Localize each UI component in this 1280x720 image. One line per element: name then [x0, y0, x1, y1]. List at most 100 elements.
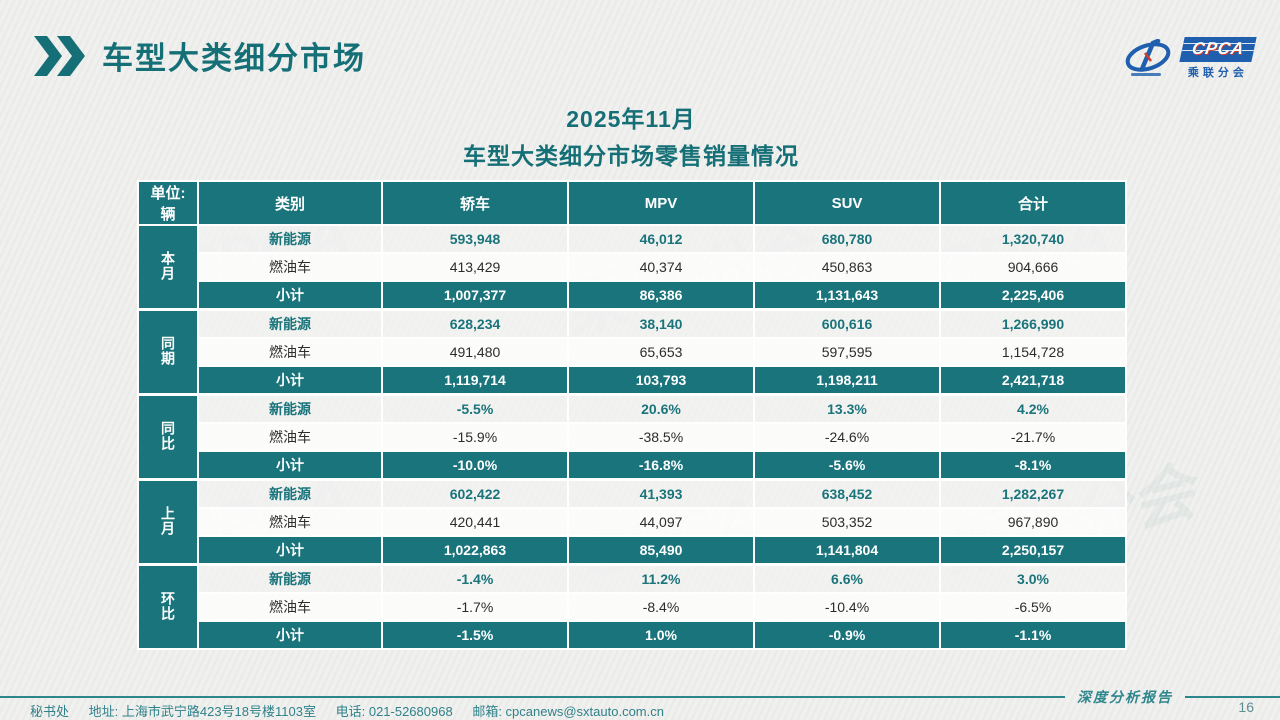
cell-value: 680,780: [753, 224, 941, 254]
row-category-label: 小计: [197, 620, 383, 650]
cell-value: 44,097: [567, 507, 755, 537]
col-header-total: 合计: [939, 180, 1127, 226]
double-chevron-icon: [34, 35, 88, 76]
cell-value: 4.2%: [939, 393, 1127, 424]
cell-value: 86,386: [567, 280, 755, 311]
row-group-label: 上月: [137, 478, 199, 566]
cell-value: -8.4%: [567, 592, 755, 622]
table-row: 同比 新能源 -5.5% 20.6% 13.3% 4.2%: [137, 393, 1127, 481]
cell-value: 1,141,804: [753, 535, 941, 566]
table-row: 环比 新能源 -1.4% 11.2% 6.6% 3.0%: [137, 563, 1127, 650]
cell-value: 593,948: [381, 224, 569, 254]
page-number: 16: [1238, 699, 1254, 715]
cell-value: 413,429: [381, 252, 569, 282]
table-row: 小计 -10.0% -16.8% -5.6% -8.1%: [138, 450, 1127, 481]
cell-value: 20.6%: [567, 393, 755, 424]
cell-value: -21.7%: [939, 422, 1127, 452]
row-category-label: 燃油车: [197, 337, 383, 367]
cell-value: 1.0%: [567, 620, 755, 650]
row-category-label: 新能源: [197, 308, 383, 339]
cell-value: 600,616: [753, 308, 941, 339]
slide-header: 车型大类细分市场: [34, 33, 366, 78]
row-category-label: 新能源: [197, 224, 383, 254]
table-title: 2025年11月 车型大类细分市场零售销量情况: [137, 100, 1125, 171]
col-header-category: 类别: [197, 180, 383, 226]
footer-line-left: [0, 696, 1065, 698]
cell-value: 1,266,990: [939, 308, 1127, 339]
cell-value: 46,012: [567, 224, 755, 254]
table-row: 小计 -1.5% 1.0% -0.9% -1.1%: [138, 620, 1127, 650]
cell-value: 420,441: [381, 507, 569, 537]
cell-value: 1,022,863: [381, 535, 569, 566]
table-row: 燃油车 -15.9% -38.5% -24.6% -21.7%: [138, 422, 1127, 452]
cell-value: 65,653: [567, 337, 755, 367]
table-title-line2: 车型大类细分市场零售销量情况: [463, 143, 799, 169]
cpca-acronym: CPCA: [1190, 39, 1246, 58]
cell-value: 597,595: [753, 337, 941, 367]
cpca-plate: CPCA: [1179, 37, 1257, 62]
row-group-label: 本月: [137, 224, 199, 311]
cell-value: 450,863: [753, 252, 941, 282]
cell-value: -1.1%: [939, 620, 1127, 650]
cell-value: -10.0%: [381, 450, 569, 481]
cpca-logo-text: CPCA 乘联分会: [1179, 37, 1257, 80]
row-category-label: 小计: [197, 450, 383, 481]
cell-value: 103,793: [567, 365, 755, 396]
cell-value: 40,374: [567, 252, 755, 282]
row-group-label: 环比: [137, 563, 199, 650]
cell-value: 1,198,211: [753, 365, 941, 396]
cell-value: -0.9%: [753, 620, 941, 650]
table-row: 小计 1,119,714 103,793 1,198,211 2,421,718: [138, 365, 1127, 396]
table-row: 燃油车 491,480 65,653 597,595 1,154,728: [138, 337, 1127, 367]
cell-value: 1,154,728: [939, 337, 1127, 367]
footer-rule: 深度分析报告: [0, 687, 1280, 707]
cell-value: 638,452: [753, 478, 941, 509]
cell-value: -16.8%: [567, 450, 755, 481]
table-row: 小计 1,022,863 85,490 1,141,804 2,250,157: [138, 535, 1127, 566]
row-group-label: 同比: [137, 393, 199, 481]
footer-dept: 秘书处: [30, 704, 70, 719]
cell-value: 3.0%: [939, 563, 1127, 594]
cell-value: -10.4%: [753, 592, 941, 622]
col-header-suv: SUV: [753, 180, 941, 226]
page-title: 车型大类细分市场: [102, 41, 366, 76]
cell-value: 2,421,718: [939, 365, 1127, 396]
cell-value: 1,131,643: [753, 280, 941, 311]
row-group-label: 同期: [137, 308, 199, 396]
row-category-label: 燃油车: [197, 507, 383, 537]
table-row: 燃油车 413,429 40,374 450,863 904,666: [138, 252, 1127, 282]
cell-value: -1.7%: [381, 592, 569, 622]
table-row: 同期 新能源 628,234 38,140 600,616 1,266,990: [137, 308, 1127, 396]
footer-contact: 秘书处 地址: 上海市武宁路423号18号楼1103室 电话: 021-5268…: [30, 701, 680, 720]
row-category-label: 燃油车: [197, 422, 383, 452]
footer-email: 邮箱: cpcanews@sxtauto.com.cn: [472, 704, 664, 719]
cell-value: 2,250,157: [939, 535, 1127, 566]
table-row: 燃油车 -1.7% -8.4% -10.4% -6.5%: [138, 592, 1127, 622]
table-row: 上月 新能源 602,422 41,393 638,452 1,282,267: [137, 478, 1127, 566]
sales-table: 单位: 辆 类别 轿车 MPV SUV 合计 本月 新能源 593,948 46…: [137, 180, 1127, 650]
cell-value: 11.2%: [567, 563, 755, 594]
cpca-swirl-icon: [1123, 38, 1175, 79]
table-row: 燃油车 420,441 44,097 503,352 967,890: [138, 507, 1127, 537]
cell-value: 967,890: [939, 507, 1127, 537]
cell-value: 628,234: [381, 308, 569, 339]
cell-value: 602,422: [381, 478, 569, 509]
table-title-line1: 2025年11月: [566, 106, 696, 132]
report-type-label: 深度分析报告: [1077, 691, 1173, 706]
cell-value: 503,352: [753, 507, 941, 537]
table-row: 小计 1,007,377 86,386 1,131,643 2,225,406: [138, 280, 1127, 311]
cpca-subtext: 乘联分会: [1187, 67, 1248, 79]
cell-value: -1.5%: [381, 620, 569, 650]
col-header-mpv: MPV: [567, 180, 755, 226]
cell-value: -38.5%: [567, 422, 755, 452]
cell-value: 1,282,267: [939, 478, 1127, 509]
cell-value: -24.6%: [753, 422, 941, 452]
cpca-logo: CPCA 乘联分会: [1123, 37, 1257, 80]
cell-value: 904,666: [939, 252, 1127, 282]
footer-line-right: [1185, 696, 1280, 698]
cell-value: 41,393: [567, 478, 755, 509]
cell-value: 1,119,714: [381, 365, 569, 396]
row-category-label: 小计: [197, 280, 383, 311]
unit-label: 单位: 辆: [137, 180, 199, 226]
